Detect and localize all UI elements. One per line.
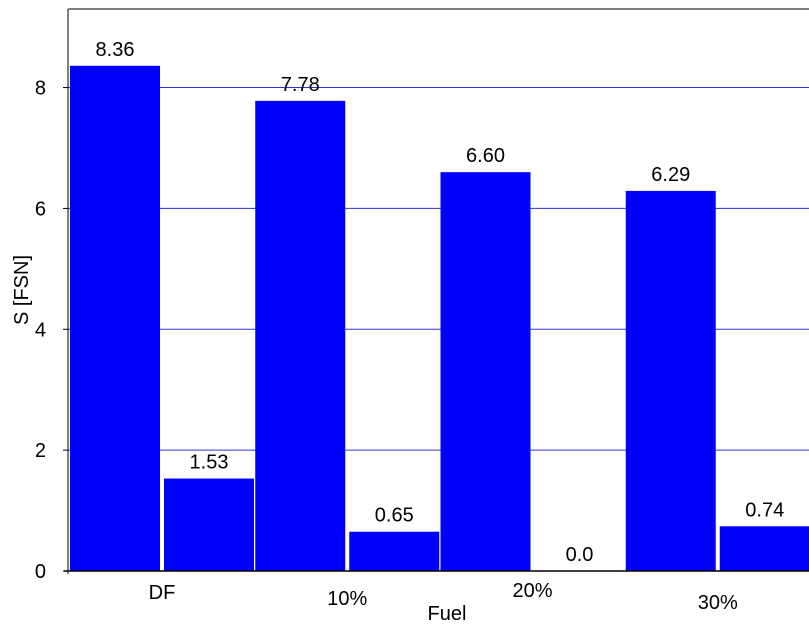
y-axis-title: S [FSN] [11, 255, 33, 325]
data-label: 6.29 [651, 164, 690, 186]
bar-layer [70, 65, 809, 572]
x-tick-label: DF [149, 582, 176, 604]
x-tick-label: 30% [698, 592, 738, 614]
data-label: 6.60 [466, 145, 505, 167]
data-label: 0.74 [745, 499, 784, 521]
bar [625, 190, 716, 571]
y-tick-label: 4 [35, 319, 46, 341]
data-label: 7.78 [281, 74, 320, 96]
bar [440, 172, 531, 571]
bar [719, 526, 809, 571]
data-label: 0.0 [566, 544, 594, 566]
bar [70, 65, 160, 572]
bar [255, 100, 346, 571]
x-tick-label: 10% [327, 588, 367, 610]
y-tick-label: 8 [35, 78, 46, 100]
y-tick-label: 0 [35, 561, 46, 583]
data-label: 8.36 [96, 39, 135, 61]
axis-layer: 0 2 4 6 8 DF 10% 20% 30% [35, 8, 809, 614]
label-layer: 8.36 7.78 6.60 6.29 1.53 0.65 0.0 0.74 [96, 39, 785, 566]
y-tick-label: 2 [35, 440, 46, 462]
data-label: 0.65 [375, 505, 414, 527]
bar [349, 531, 440, 571]
y-tick-label: 6 [35, 198, 46, 220]
x-tick-label: 20% [512, 580, 552, 602]
x-axis-title: Fuel [428, 603, 467, 625]
data-label: 1.53 [190, 452, 229, 474]
bar [164, 478, 254, 571]
